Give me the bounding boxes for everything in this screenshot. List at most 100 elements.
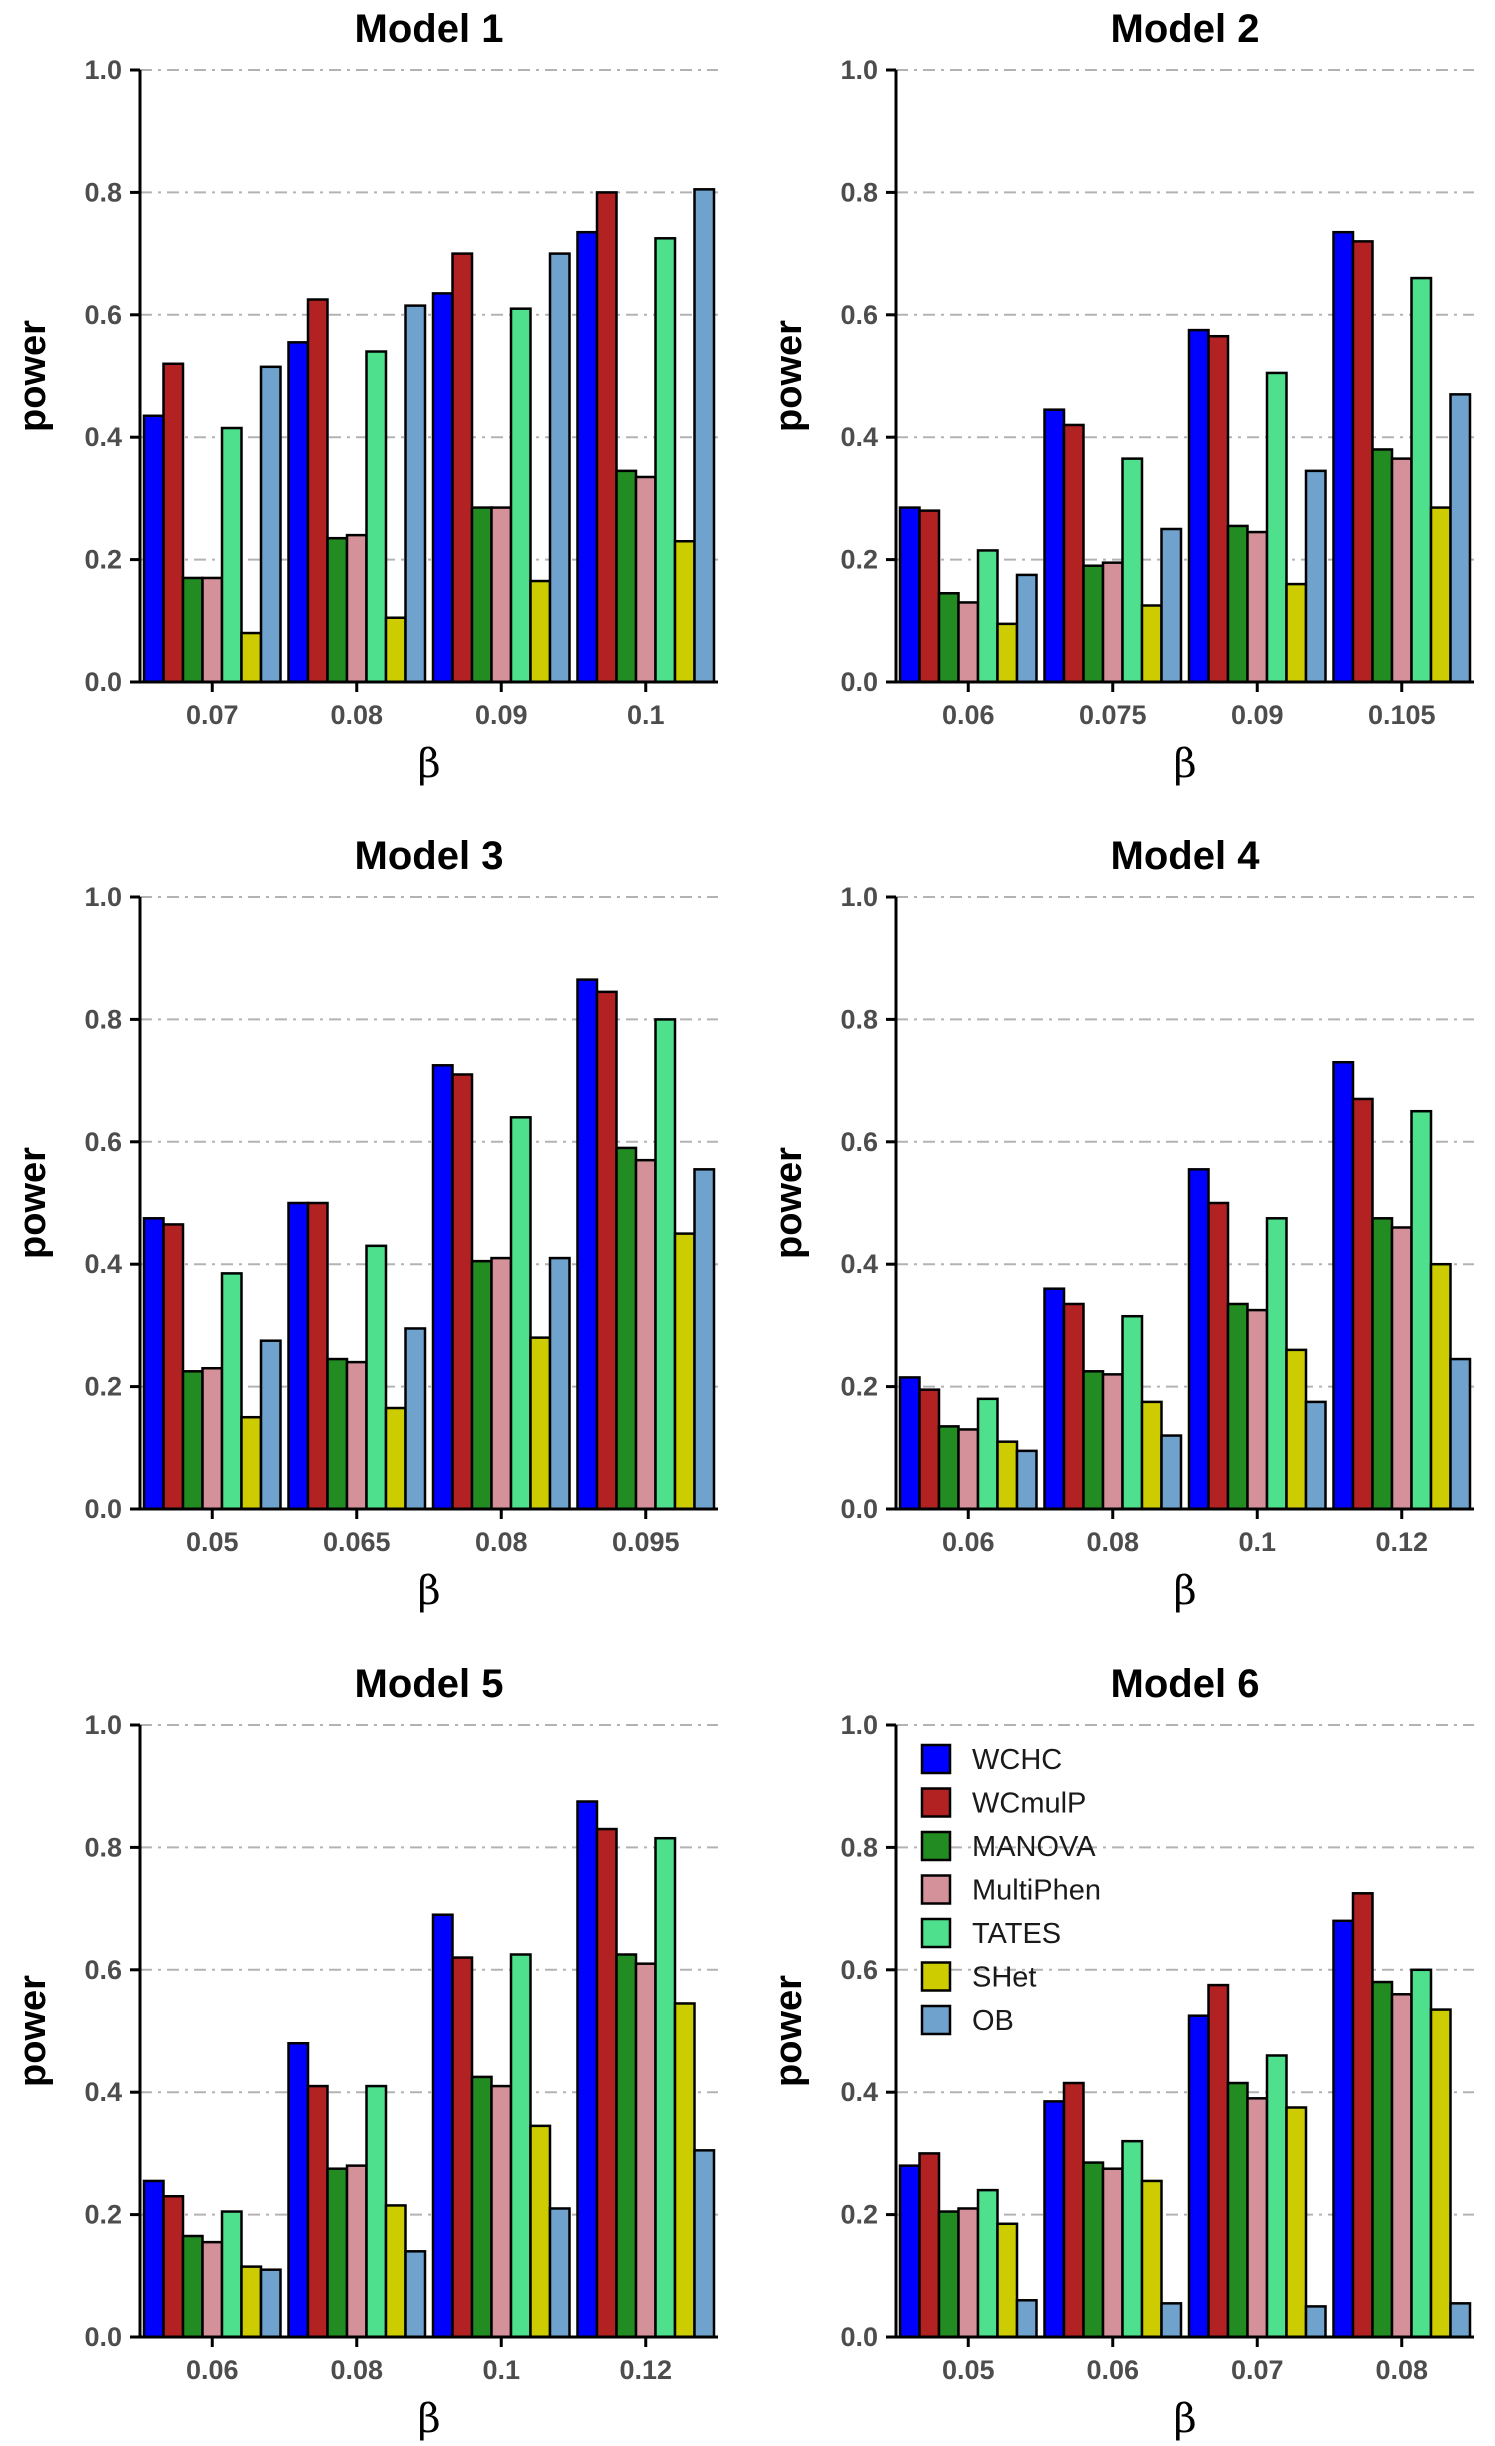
bar-tates-0.09 (509, 307, 532, 684)
bar-wcmulp-0.1 (451, 1956, 474, 2339)
bar-wchc-0.05 (898, 2164, 921, 2339)
bar-wchc-0.065 (287, 1201, 310, 1511)
chart-panel-6: Model 6 0.0 0.2 0.4 0.6 0.8 1.0 0.05 0.06 0.07 0.0… (768, 1662, 1474, 2442)
y-tick-label: 0.0 (84, 2322, 122, 2352)
chart-title: Model 1 (355, 7, 504, 51)
y-tick-label: 0.2 (84, 545, 122, 575)
chart-panel-2: Model 2 0.0 0.2 0.4 0.6 0.8 1.0 0.06 0.075 0.09 0.… (768, 7, 1474, 787)
bar-tates-0.05 (976, 2188, 999, 2339)
bar-tates-0.05 (220, 1272, 243, 1511)
bar-wcmulp-0.08 (451, 1073, 474, 1511)
bar-ob-0.06 (1160, 2302, 1183, 2339)
bar-wchc-0.08 (1332, 1919, 1355, 2339)
bar-tates-0.12 (1410, 1109, 1433, 1511)
y-tick-label: 0.0 (84, 1494, 122, 1524)
bar-wchc-0.06 (898, 506, 921, 684)
bar-tates-0.12 (654, 1836, 677, 2339)
y-tick-label: 0.8 (840, 1832, 878, 1862)
bar-tates-0.08 (365, 2084, 388, 2339)
bar-ob-0.08 (1160, 1434, 1183, 1511)
bar-wcmulp-0.09 (1207, 334, 1230, 684)
bar-tates-0.09 (1265, 371, 1288, 684)
bar-ob-0.1 (1304, 1400, 1327, 1511)
bar-multiphen-0.08 (345, 533, 368, 684)
bar-wcmulp-0.08 (1351, 1892, 1374, 2339)
bar-wchc-0.07 (1187, 2014, 1210, 2339)
x-tick-label: 0.09 (475, 700, 528, 730)
bar-ob-0.1 (548, 2207, 571, 2339)
bar-manova-0.075 (1082, 564, 1105, 684)
x-tick-label: 0.1 (482, 2355, 520, 2385)
y-tick-label: 0.4 (840, 422, 878, 452)
bar-manova-0.07 (1226, 2081, 1249, 2339)
y-tick-label: 0.8 (84, 1832, 122, 1862)
bar-shet-0.065 (384, 1406, 407, 1511)
bar-wcmulp-0.05 (918, 2152, 941, 2339)
y-tick-label: 0.4 (840, 2077, 878, 2107)
bar-ob-0.065 (404, 1327, 427, 1511)
bar-manova-0.1 (1226, 1302, 1249, 1511)
bar-tates-0.08 (1410, 1968, 1433, 2339)
bar-manova-0.065 (326, 1357, 349, 1511)
bar-multiphen-0.09 (490, 506, 513, 684)
chart-panel-1: Model 1 0.0 0.2 0.4 0.6 0.8 1.0 0.07 0.08 0.09 0.1… (12, 7, 718, 787)
bar-shet-0.08 (384, 616, 407, 684)
y-tick-label: 1.0 (840, 1710, 878, 1740)
bar-ob-0.08 (404, 304, 427, 684)
bar-wchc-0.075 (1043, 408, 1066, 684)
bar-wchc-0.09 (1187, 328, 1210, 684)
legend-label-tates: TATES (972, 1918, 1061, 1950)
bar-shet-0.06 (996, 622, 1019, 684)
bar-tates-0.08 (1121, 1314, 1144, 1511)
bar-wcmulp-0.06 (1062, 2081, 1085, 2339)
y-tick-label: 0.4 (84, 422, 122, 452)
chart-title: Model 2 (1111, 7, 1260, 51)
x-axis-label: β (417, 741, 440, 787)
bar-shet-0.06 (996, 1440, 1019, 1511)
bar-shet-0.06 (1140, 2179, 1163, 2339)
bar-ob-0.12 (1449, 1357, 1472, 1511)
x-tick-label: 0.08 (1086, 1527, 1139, 1557)
x-tick-label: 0.08 (1375, 2355, 1428, 2385)
bar-wchc-0.08 (287, 2041, 310, 2339)
y-tick-label: 1.0 (84, 882, 122, 912)
bar-wchc-0.095 (576, 978, 599, 1511)
y-tick-label: 0.2 (840, 2200, 878, 2230)
bar-manova-0.09 (1226, 524, 1249, 684)
y-tick-label: 0.8 (840, 177, 878, 207)
bar-ob-0.06 (259, 2268, 282, 2339)
bar-ob-0.075 (1160, 527, 1183, 684)
chart-panel-5: Model 5 0.0 0.2 0.4 0.6 0.8 1.0 0.06 0.08 0.1 0.12… (12, 1662, 718, 2442)
bar-multiphen-0.065 (345, 1360, 368, 1511)
bar-shet-0.075 (1140, 604, 1163, 684)
bar-manova-0.12 (1371, 1217, 1394, 1511)
bar-tates-0.06 (1121, 2139, 1144, 2339)
y-tick-label: 0.0 (84, 667, 122, 697)
bar-manova-0.105 (1371, 448, 1394, 684)
y-axis-label: power (768, 320, 810, 432)
bar-shet-0.09 (529, 579, 552, 684)
bar-shet-0.05 (240, 1415, 263, 1511)
bar-shet-0.105 (1429, 506, 1452, 684)
bar-manova-0.07 (181, 576, 204, 684)
bar-tates-0.06 (220, 2210, 243, 2339)
y-tick-label: 0.6 (84, 1127, 122, 1157)
bar-manova-0.06 (937, 1425, 960, 1511)
bar-wcmulp-0.06 (918, 509, 941, 684)
y-tick-label: 0.0 (840, 1494, 878, 1524)
chart-title: Model 4 (1111, 834, 1261, 878)
y-axis-label: power (12, 1975, 54, 2087)
y-tick-label: 1.0 (840, 882, 878, 912)
bar-wcmulp-0.08 (306, 2084, 329, 2339)
bar-ob-0.05 (1015, 2299, 1038, 2339)
bar-manova-0.08 (1082, 1370, 1105, 1511)
legend-label-manova: MANOVA (972, 1831, 1096, 1863)
bar-ob-0.09 (548, 252, 571, 684)
x-tick-label: 0.06 (186, 2355, 239, 2385)
legend-swatch-tates (920, 1917, 952, 1949)
x-tick-label: 0.065 (323, 1527, 391, 1557)
bar-multiphen-0.075 (1101, 561, 1124, 684)
bar-wcmulp-0.075 (1062, 423, 1085, 684)
bar-wchc-0.1 (576, 230, 599, 684)
bar-tates-0.06 (976, 549, 999, 684)
